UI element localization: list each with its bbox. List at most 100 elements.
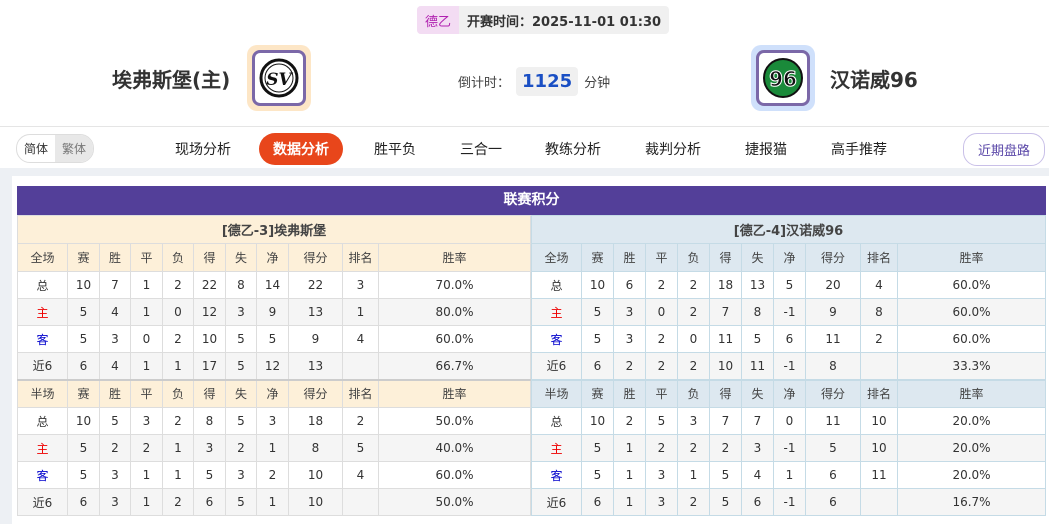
- tab-jiebaomao[interactable]: 捷报猫: [745, 142, 787, 158]
- stat-cell: 66.7%: [378, 352, 531, 380]
- column-header: 净: [256, 243, 289, 272]
- stat-cell: 2: [162, 271, 194, 299]
- stat-cell: 4: [741, 461, 774, 489]
- away-team-name[interactable]: 汉诺威96: [830, 68, 918, 92]
- column-header: 胜率: [897, 243, 1046, 272]
- home-team-logo[interactable]: SV: [247, 45, 311, 111]
- stat-cell: 3: [645, 488, 678, 516]
- row-label: 客: [531, 461, 582, 489]
- column-header: 胜率: [897, 378, 1046, 408]
- stat-cell: 11: [805, 325, 861, 353]
- stat-cell: 5: [99, 407, 131, 435]
- stat-cell: -1: [773, 298, 806, 326]
- table-row: 总 10 2 5 3 7 7 0 11 10 20.0%: [531, 407, 1046, 435]
- row-label: 总: [531, 271, 582, 299]
- column-header: 平: [130, 243, 163, 272]
- tab-coach-analysis[interactable]: 教练分析: [545, 142, 601, 158]
- stat-cell: 2: [677, 271, 710, 299]
- countdown: 倒计时： 1125 分钟: [458, 67, 610, 96]
- tab-referee-analysis[interactable]: 裁判分析: [645, 142, 701, 158]
- tab-win-draw-loss[interactable]: 胜平负: [374, 142, 416, 158]
- table-row: 主 5 4 1 0 12 3 9 13 1 80.0%: [17, 298, 531, 326]
- league-badge[interactable]: 德乙: [417, 6, 460, 34]
- column-header: 胜率: [378, 378, 531, 408]
- stat-cell: 4: [99, 352, 131, 380]
- column-header: 平: [645, 378, 678, 408]
- stat-cell: -1: [773, 352, 806, 380]
- kickoff-time: 开赛时间：2025-11-01 01:30: [467, 14, 662, 30]
- stat-cell: 80.0%: [378, 298, 531, 326]
- stat-cell: 0: [162, 298, 194, 326]
- lang-traditional[interactable]: 繁体: [55, 135, 94, 162]
- stat-cell: 2: [225, 434, 257, 462]
- stat-cell: 1: [256, 434, 289, 462]
- column-header: 得分: [288, 243, 343, 272]
- tab-three-in-one[interactable]: 三合一: [460, 142, 502, 158]
- stat-cell: 6: [581, 352, 614, 380]
- row-label: 总: [17, 407, 68, 435]
- countdown-label: 倒计时：: [458, 76, 511, 91]
- stat-cell: 13: [288, 298, 343, 326]
- lang-simplified[interactable]: 简体: [24, 142, 49, 156]
- column-header-row: 半场赛胜平负得失净得分 排名 胜率: [17, 378, 531, 408]
- stat-cell: 3: [99, 325, 131, 353]
- column-header: 得: [193, 243, 226, 272]
- stat-cell: 1: [256, 488, 289, 516]
- column-header: 得分: [805, 243, 861, 272]
- tab-scene-analysis[interactable]: 现场分析: [175, 142, 231, 158]
- stat-cell: 5: [581, 298, 614, 326]
- column-header: 得: [193, 378, 226, 408]
- stat-cell: 6: [67, 488, 100, 516]
- stat-cell: 3: [193, 434, 226, 462]
- stat-cell: 3: [225, 298, 257, 326]
- tab-expert-picks[interactable]: 高手推荐: [831, 142, 887, 158]
- row-label: 近6: [531, 488, 582, 516]
- stat-cell: 1: [613, 488, 646, 516]
- stat-cell: -1: [773, 488, 806, 516]
- team-standing-label: [德乙-3]埃弗斯堡: [17, 215, 531, 244]
- stat-cell: 5: [342, 434, 379, 462]
- stat-cell: 60.0%: [378, 461, 531, 489]
- column-header: 失: [225, 243, 257, 272]
- stat-cell: 60.0%: [897, 325, 1046, 353]
- column-header: 负: [162, 243, 194, 272]
- stat-cell: 60.0%: [378, 325, 531, 353]
- home-team-name[interactable]: 埃弗斯堡(主): [112, 68, 231, 92]
- away-team-logo[interactable]: 96: [751, 45, 815, 111]
- stat-cell: 0: [773, 407, 806, 435]
- stat-cell: 9: [288, 325, 343, 353]
- stat-cell: 7: [741, 407, 774, 435]
- stat-cell: 10: [860, 434, 898, 462]
- svg-text:SV: SV: [266, 70, 293, 90]
- stat-cell: -1: [773, 434, 806, 462]
- away-standings-table: [德乙-4]汉诺威96 全场赛胜平负得失净得分 排名 胜率总 10 6 2 2 18 13 5 20 4…: [531, 215, 1046, 516]
- tab-data-analysis[interactable]: 数据分析: [259, 133, 343, 165]
- stat-cell: 1: [130, 271, 163, 299]
- row-label: 总: [17, 271, 68, 299]
- stat-cell: 5: [225, 488, 257, 516]
- table-row: 主 5 2 2 1 3 2 1 8 5 40.0%: [17, 434, 531, 462]
- column-header: 失: [225, 378, 257, 408]
- column-header: 赛: [581, 243, 614, 272]
- stat-cell: 5: [67, 325, 100, 353]
- stat-cell: 1: [613, 434, 646, 462]
- stat-cell: 3: [256, 407, 289, 435]
- stat-cell: 22: [193, 271, 226, 299]
- stat-cell: 4: [99, 298, 131, 326]
- stat-cell: 2: [162, 325, 194, 353]
- stat-cell: 5: [645, 407, 678, 435]
- column-header: 负: [677, 378, 710, 408]
- column-header: 胜: [613, 243, 646, 272]
- stat-cell: 5: [67, 461, 100, 489]
- table-row: 总 10 6 2 2 18 13 5 20 4 60.0%: [531, 271, 1046, 299]
- stat-cell: 7: [99, 271, 131, 299]
- row-label: 近6: [531, 352, 582, 380]
- column-header: 赛: [581, 378, 614, 408]
- table-row: 近6 6 4 1 1 17 5 12 13 66.7%: [17, 352, 531, 380]
- stat-cell: 0: [130, 325, 163, 353]
- stat-cell: 3: [645, 461, 678, 489]
- recent-handicap-button[interactable]: 近期盘路: [962, 133, 1045, 166]
- stat-cell: [860, 488, 898, 516]
- stat-cell: 1: [130, 461, 163, 489]
- stat-cell: 3: [677, 407, 710, 435]
